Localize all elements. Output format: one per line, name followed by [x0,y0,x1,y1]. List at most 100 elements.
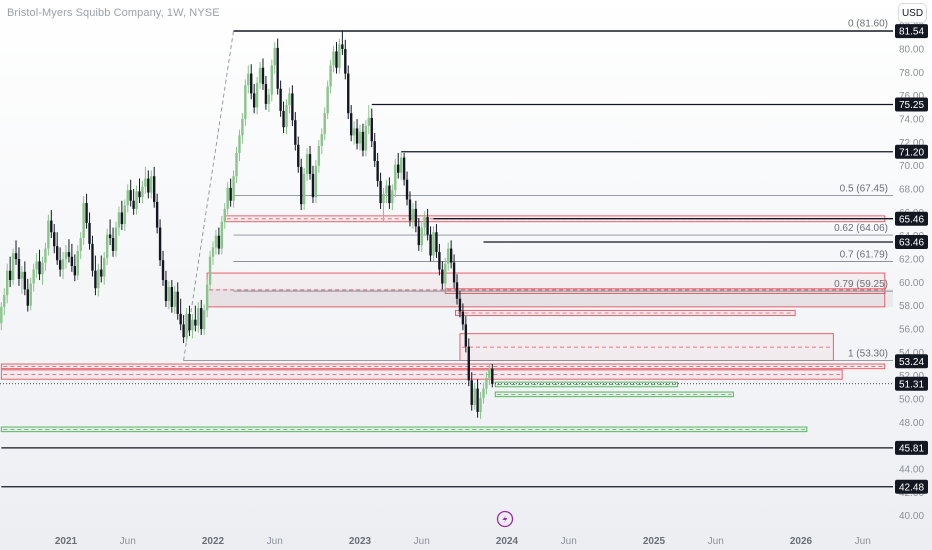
candle-body [164,280,168,302]
candle-body [117,212,121,228]
time-tick-label: Jun [708,536,724,547]
candle-body [241,119,244,136]
candle-body [58,260,62,270]
candle-body [138,191,141,198]
candle-body [285,105,288,128]
candle-body [311,173,315,198]
price-tick-label: 74.00 [899,115,924,126]
candle-body [323,113,326,135]
candle-body [470,380,473,405]
candle-body [314,165,318,198]
time-axis[interactable]: 2021 Jun 2022 Jun 2023 Jun 2024 Jun 2025 Jun 2026 J… [55,536,871,547]
price-tick-label: 68.00 [899,185,924,196]
candle-body [338,44,341,68]
time-tick-label: Jun [414,536,430,547]
candle-body [294,120,297,145]
candle-body [6,270,9,296]
candle-body [279,88,282,111]
candle-body [64,252,68,260]
candle-body [267,94,271,104]
tv-logo-icon[interactable] [496,510,514,528]
candle-body [488,368,491,379]
candle-body [305,154,309,174]
candle-body [373,141,376,162]
candle-body [452,262,456,283]
time-tick-label: 2023 [349,536,372,547]
candle-body [103,257,106,277]
candle-body [382,193,385,204]
zone-red [455,309,796,317]
candle-body [250,73,253,94]
candle-body [464,324,468,347]
candle-body [44,248,47,263]
time-tick-label: 2025 [643,536,666,547]
candle-body [405,179,409,200]
price-tick-label: 72.00 [899,138,924,149]
candle-body [167,287,171,302]
candle-body [205,284,209,311]
candle-body [449,248,453,263]
candle-body [141,186,144,198]
chart-title: Bristol-Myers Squibb Company, 1W, NYSE [7,7,220,19]
fib-level-label: 0 (81.60) [848,18,888,29]
candle-body [261,67,265,85]
candle-body [317,145,321,166]
candle-body [297,144,300,167]
candle-body [276,47,279,89]
candle-body [264,84,268,104]
candle-body [88,222,91,244]
candle-body [420,227,423,246]
candle-body [147,178,150,193]
candle-body [232,176,235,201]
candle-body [170,287,174,307]
currency-button[interactable]: USD [898,3,927,23]
candle-body [364,126,368,151]
price-badge [895,440,928,455]
candle-body [429,234,432,256]
candle-body [105,234,109,258]
candle-body [367,117,371,127]
candle-body [491,368,494,384]
candle-body [29,283,32,306]
candle-body [120,212,124,225]
candle-body [473,388,476,405]
candle-body [402,157,406,180]
price-badge [895,24,928,39]
fib-layer: 0 (81.60) 0.5 (67.45) 0.62 (64.06) 0.7 (61.… [183,18,893,361]
candle-body [408,199,412,221]
candle-body [229,187,232,201]
candle-body [14,253,18,260]
candle-body [108,234,112,239]
candle-body [182,324,185,338]
candle-body [370,117,373,142]
price-badge-label: 53.24 [899,357,924,368]
price-tick-label: 76.00 [899,91,924,102]
candle-body [123,205,126,225]
zone-green [494,381,678,388]
candle-body [153,176,156,202]
candle-body [129,190,132,201]
candle-body [17,259,21,279]
candle-body [282,110,285,128]
candle-body [432,232,435,256]
candle-body [100,269,103,277]
price-badge [895,97,928,112]
candle-body [388,185,391,204]
time-tick-label: 2026 [790,536,813,547]
candle-body [185,313,188,338]
candle-body [376,161,379,181]
candle-body [361,131,365,151]
time-tick-label: Jun [267,536,283,547]
time-tick-label: Jun [561,536,577,547]
candle-body [226,187,229,209]
candle-body [200,308,203,330]
candle-body [8,270,12,281]
candle-body [61,259,65,270]
candle-body [41,262,44,275]
fib-level-label: 0.5 (67.45) [840,183,888,194]
price-badge-label: 51.31 [899,379,924,390]
candle-body [435,232,438,253]
candle-body [320,134,323,146]
